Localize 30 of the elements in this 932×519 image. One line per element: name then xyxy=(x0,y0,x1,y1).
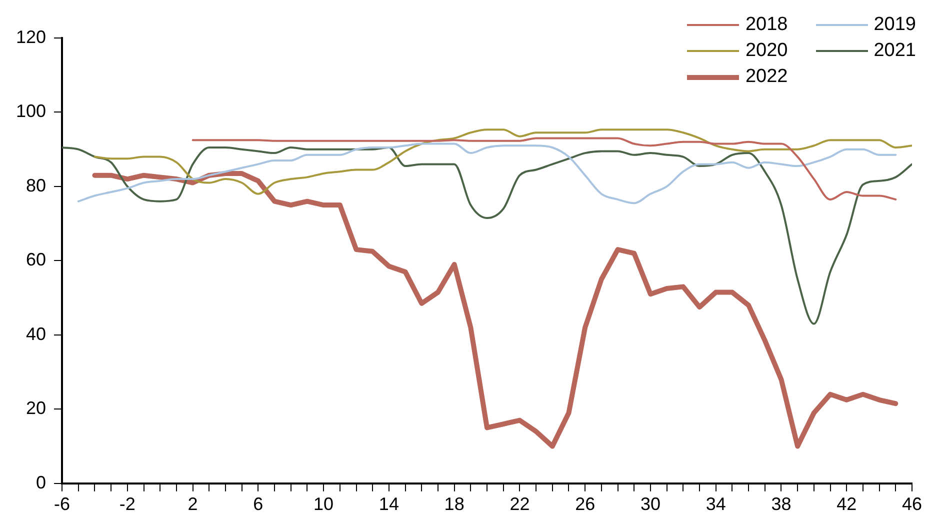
x-tick-label: 30 xyxy=(640,494,660,514)
line-series xyxy=(62,146,912,325)
legend-label: 2019 xyxy=(874,14,916,36)
y-tick-label: 100 xyxy=(16,101,46,122)
x-tick-label: 18 xyxy=(444,494,464,514)
x-tick-label: 42 xyxy=(836,494,857,514)
y-tick-label: 40 xyxy=(26,324,46,344)
x-tick-label: 46 xyxy=(902,494,922,514)
y-tick-label: 60 xyxy=(26,250,46,270)
line-series xyxy=(192,137,897,200)
x-tick-label: -6 xyxy=(54,494,70,514)
y-tick-label: 80 xyxy=(26,175,46,196)
legend-label: 2020 xyxy=(745,40,788,62)
x-tick-label: 34 xyxy=(706,494,726,514)
y-tick-label: 0 xyxy=(36,472,46,492)
x-tick-label: 38 xyxy=(771,494,792,514)
legend-label: 2018 xyxy=(745,14,788,36)
x-tick-label: 22 xyxy=(510,494,530,514)
x-tick-label: 10 xyxy=(314,494,334,514)
x-tick-label: -2 xyxy=(119,494,136,514)
legend-label: 2022 xyxy=(745,66,788,88)
x-tick-label: 2 xyxy=(188,494,198,514)
x-tick-label: 26 xyxy=(575,494,596,514)
line-series xyxy=(94,128,912,195)
x-tick-label: 6 xyxy=(253,494,264,514)
y-tick-label: 120 xyxy=(16,26,46,47)
legend-label: 2021 xyxy=(874,40,916,62)
x-tick-label: 14 xyxy=(378,494,399,514)
line-series xyxy=(77,142,897,204)
y-tick-label: 20 xyxy=(26,398,46,418)
